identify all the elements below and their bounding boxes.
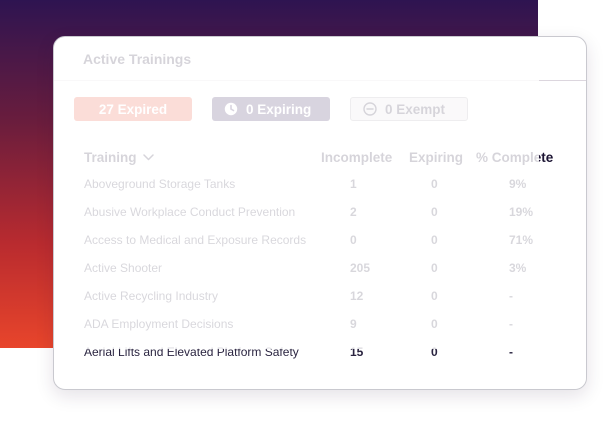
expired-label: 27 Expired: [98, 101, 168, 117]
table-row[interactable]: Abusive Workplace Conduct Prevention 2 0…: [54, 202, 586, 230]
expiring-count: 0: [431, 289, 438, 303]
incomplete-column-header[interactable]: Incomplete: [321, 150, 393, 165]
training-header-label: Training: [84, 150, 137, 165]
expiring-label: 0 Expiring: [246, 101, 312, 117]
expiring-count: 0: [431, 233, 438, 247]
training-table-body: Aboveground Storage Tanks 1 0 9% Abusive…: [54, 174, 586, 370]
card-header: Active Trainings: [54, 37, 586, 81]
training-column-header[interactable]: Training: [84, 150, 154, 165]
training-name: Aerial Lifts and Elevated Platform Safet…: [84, 345, 299, 359]
exempt-filter-button[interactable]: 0 Exempt: [350, 97, 468, 121]
card-title: Active Trainings: [83, 50, 192, 67]
expired-filter-button[interactable]: 27 Expired: [74, 97, 192, 121]
table-row[interactable]: Active Shooter 205 0 3%: [54, 258, 586, 286]
expiring-column-header[interactable]: Expiring: [409, 150, 464, 165]
training-name: Access to Medical and Exposure Records: [84, 233, 307, 247]
incomplete-count: 12: [350, 289, 364, 303]
table-row[interactable]: Access to Medical and Exposure Records 0…: [54, 230, 586, 258]
incomplete-count: 0: [350, 233, 357, 247]
complete-percent: 9%: [509, 177, 527, 191]
minus-circle-icon: [363, 102, 377, 116]
exempt-label: 0 Exempt: [385, 101, 446, 117]
complete-percent: 19%: [509, 205, 534, 219]
incomplete-count: 2: [350, 205, 357, 219]
complete-percent: -: [509, 289, 513, 303]
complete-percent: 3%: [509, 261, 527, 275]
training-name: Active Shooter: [84, 261, 163, 275]
complete-percent: 71%: [509, 233, 534, 247]
complete-column-header[interactable]: % Complete: [476, 150, 554, 165]
card-content: Active Trainings 27 Expired 0 Expiring: [54, 37, 586, 389]
table-row[interactable]: ADA Employment Decisions 9 0 -: [54, 314, 586, 342]
incomplete-count: 1: [350, 177, 357, 191]
training-name: Aboveground Storage Tanks: [84, 177, 236, 191]
expiring-count: 0: [431, 261, 438, 275]
expiring-count: 0: [431, 177, 438, 191]
incomplete-count: 15: [350, 345, 364, 359]
expiring-count: 0: [431, 317, 438, 331]
incomplete-count: 205: [350, 261, 371, 275]
chevron-down-icon: [142, 154, 154, 161]
training-name: Abusive Workplace Conduct Prevention: [84, 205, 296, 219]
clock-icon: [224, 102, 238, 116]
complete-percent: -: [509, 345, 513, 359]
expiring-filter-button[interactable]: 0 Expiring: [212, 97, 330, 121]
expiring-count: 0: [431, 345, 438, 359]
status-filters: 27 Expired 0 Expiring 0 Exempt: [74, 97, 468, 121]
table-row[interactable]: Aerial Lifts and Elevated Platform Safet…: [54, 342, 586, 370]
expiring-count: 0: [431, 205, 438, 219]
training-name: Active Recycling Industry: [84, 289, 219, 303]
table-row[interactable]: Active Recycling Industry 12 0 -: [54, 286, 586, 314]
active-trainings-card: Active Trainings 27 Expired 0 Expiring: [53, 36, 587, 390]
table-row[interactable]: Aboveground Storage Tanks 1 0 9%: [54, 174, 586, 202]
complete-percent: -: [509, 317, 513, 331]
training-name: ADA Employment Decisions: [84, 317, 234, 331]
incomplete-count: 9: [350, 317, 357, 331]
